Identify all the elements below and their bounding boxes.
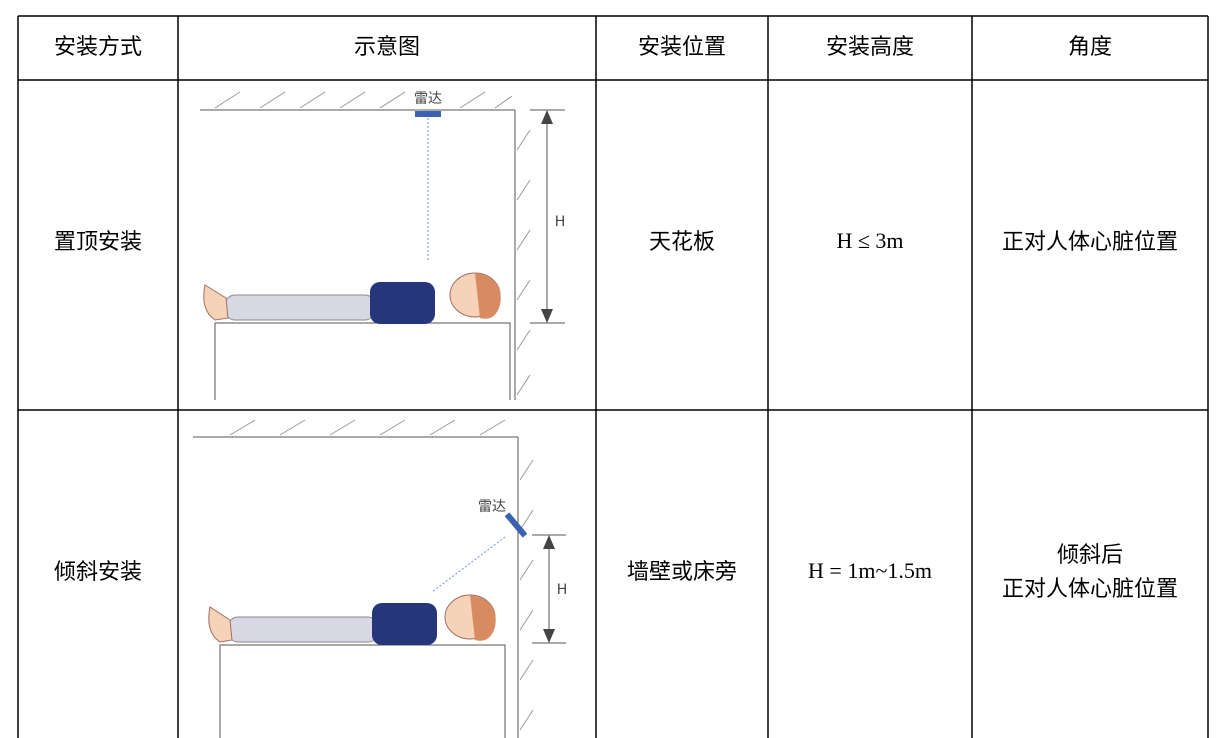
height-label: H [557,582,568,598]
angle: 倾斜后 [1057,543,1123,568]
height: H = 1m~1.5m [808,558,932,583]
position: 天花板 [649,230,715,255]
angle: 正对人体心脏位置 [1002,577,1178,602]
position: 墙壁或床旁 [627,560,737,585]
method: 置顶安装 [54,230,142,255]
height-label: H [555,214,566,230]
diagram-wall: 雷达 H [193,419,568,738]
table-grid [17,15,1209,738]
header-cell: 安装方式 [54,35,142,60]
radar-label: 雷达 [478,499,506,515]
diagram-ceiling: 雷达 H [200,91,565,400]
height: H ≤ 3m [836,228,903,253]
header-cell: 安装高度 [826,35,914,60]
header-cell: 示意图 [354,35,420,60]
header-cell: 角度 [1068,35,1112,60]
radar-label: 雷达 [414,91,442,107]
method: 倾斜安装 [54,560,142,585]
angle: 正对人体心脏位置 [1002,230,1178,255]
header-cell: 安装位置 [638,35,726,60]
